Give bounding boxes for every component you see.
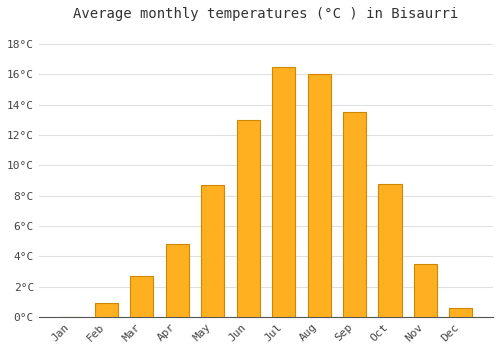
Bar bbox=[414, 264, 437, 317]
Bar bbox=[308, 75, 330, 317]
Bar bbox=[130, 276, 154, 317]
Bar bbox=[236, 120, 260, 317]
Bar bbox=[201, 185, 224, 317]
Bar bbox=[343, 112, 366, 317]
Bar bbox=[272, 67, 295, 317]
Bar bbox=[378, 183, 402, 317]
Bar bbox=[450, 308, 472, 317]
Title: Average monthly temperatures (°C ) in Bisaurri: Average monthly temperatures (°C ) in Bi… bbox=[74, 7, 458, 21]
Bar bbox=[95, 303, 118, 317]
Bar bbox=[166, 244, 189, 317]
